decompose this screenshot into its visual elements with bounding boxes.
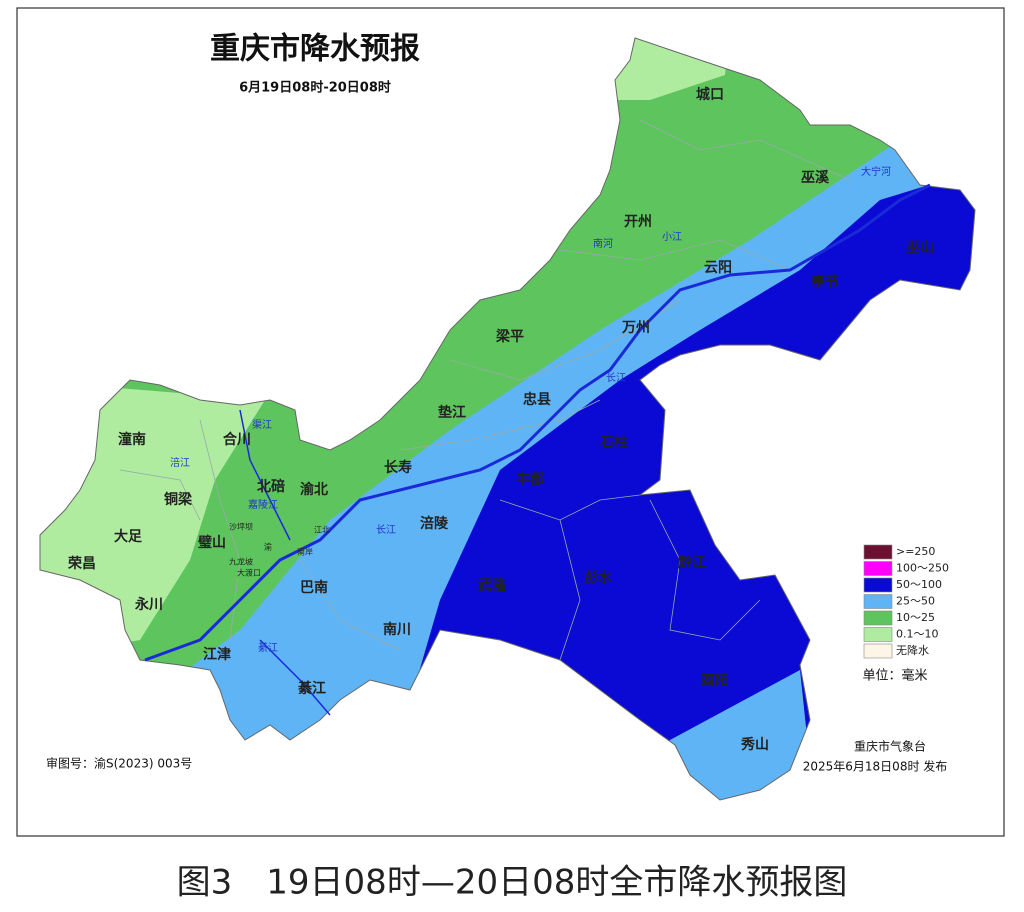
- district-label-small: 南岸: [297, 547, 313, 557]
- legend-swatch: [863, 610, 893, 626]
- legend-label: 10～25: [896, 611, 935, 624]
- district-label: 忠县: [523, 392, 551, 408]
- district-label-small: 大渡口: [237, 568, 261, 578]
- figure-caption: 图3 19日08时—20日08时全市降水预报图: [177, 863, 848, 903]
- district-label-small: 渝: [264, 542, 272, 552]
- district-label-small: 江北: [314, 526, 330, 535]
- municipality-outline: [39, 37, 976, 801]
- legend-swatch: [863, 577, 893, 593]
- legend-swatch: [863, 627, 893, 642]
- district-label: 酉阳: [701, 673, 729, 689]
- district-label: 江津: [203, 646, 231, 663]
- district-label: 奉节: [811, 274, 839, 291]
- district-label: 秀山: [740, 736, 769, 753]
- river-label: 嘉陵江: [248, 498, 278, 511]
- legend-label: 100～250: [896, 562, 949, 575]
- district-label: 云阳: [704, 260, 732, 276]
- legend-label: 25～50: [896, 595, 935, 608]
- district-label: 大足: [114, 528, 143, 545]
- district-label: 万州: [621, 320, 650, 336]
- district-label: 潼南: [118, 431, 146, 448]
- river-label: 大宁河: [861, 165, 891, 178]
- district-label: 璧山: [197, 534, 226, 551]
- district-label: 石柱: [599, 434, 628, 451]
- river-label: 长江: [606, 372, 626, 384]
- district-label: 綦江: [297, 680, 326, 697]
- district-label: 合川: [223, 431, 251, 448]
- district-label: 彭水: [584, 569, 613, 586]
- legend-label: >=250: [896, 545, 935, 558]
- district-label: 开州: [624, 214, 652, 230]
- river-label: 渠江: [252, 419, 272, 431]
- district-label: 永川: [134, 596, 163, 613]
- river-label: 綦江: [258, 641, 278, 654]
- district-label: 巫山: [906, 240, 934, 256]
- publish-time: 2025年6月18日08时 发布: [803, 759, 948, 774]
- district-label: 渝北: [300, 481, 328, 498]
- legend-swatch: [863, 643, 893, 659]
- river-label: 小江: [662, 231, 682, 243]
- publisher: 重庆市气象台: [854, 739, 926, 754]
- district-label-small: 九龙坡: [229, 557, 253, 567]
- yangtze-river: [144, 183, 931, 662]
- river-label: 南河: [593, 237, 613, 250]
- legend-swatch: [863, 594, 893, 609]
- district-label: 南川: [383, 621, 411, 638]
- district-label: 北碚: [257, 478, 285, 495]
- district-label: 巴南: [300, 579, 328, 596]
- river-label: 长江: [376, 524, 396, 536]
- unit-label: 单位：毫米: [862, 668, 927, 684]
- district-label: 铜梁: [164, 491, 193, 508]
- district-label: 城口: [696, 86, 724, 103]
- district-label-small: 沙坪坝: [229, 523, 253, 532]
- legend-label: 0.1～10: [896, 628, 939, 641]
- legend-swatch: [863, 544, 893, 560]
- district-label: 荣昌: [67, 555, 96, 572]
- district-label: 长寿: [384, 459, 412, 476]
- map-title: 重庆市降水预报: [210, 32, 420, 67]
- legend-label: 50～100: [896, 578, 942, 591]
- district-label: 巫溪: [801, 169, 830, 186]
- legend-swatch: [863, 561, 893, 576]
- qijiang-river: [259, 639, 331, 716]
- district-label: 丰都: [516, 471, 544, 488]
- district-label: 武隆: [478, 577, 507, 594]
- district-label: 黔江: [678, 554, 706, 571]
- county-borders: [119, 119, 851, 661]
- approval-number: 审图号：渝S(2023) 003号: [46, 756, 192, 771]
- legend-label: 无降水: [896, 643, 929, 657]
- river-label: 涪江: [170, 456, 190, 469]
- district-label: 梁平: [495, 328, 524, 345]
- district-label: 垫江: [438, 404, 466, 421]
- jialing-river: [239, 409, 291, 541]
- district-label: 涪陵: [420, 515, 449, 532]
- map-subtitle: 6月19日08时-20日08时: [239, 80, 391, 96]
